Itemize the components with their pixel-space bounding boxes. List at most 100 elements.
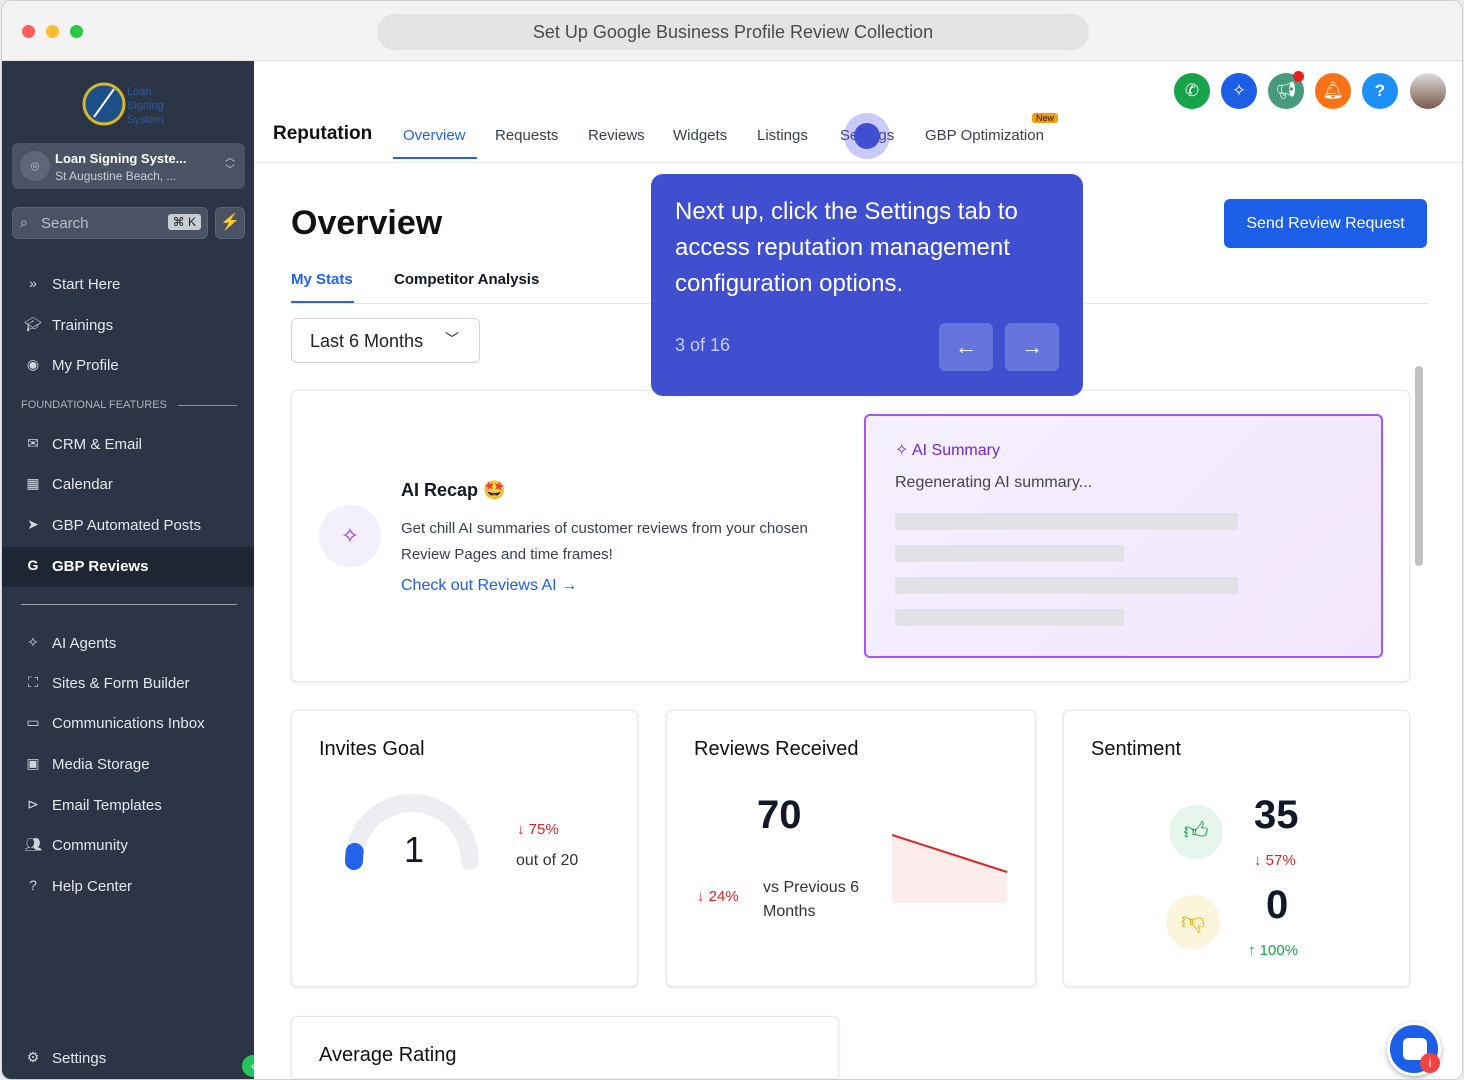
sidebar-item-community[interactable]: 👥︎ Community [2, 826, 254, 866]
app-brand: Reputation [273, 123, 373, 144]
sidebar-item-calendar[interactable]: ▦ Calendar [2, 465, 254, 505]
tour-beacon[interactable] [844, 113, 890, 159]
nav-label: GBP Automated Posts [52, 517, 201, 534]
divider [21, 604, 237, 605]
negative-change: ↑ 100% [1248, 942, 1299, 959]
card-title: Average Rating [319, 1044, 457, 1066]
subtab-competitor-analysis[interactable]: Competitor Analysis [394, 271, 540, 288]
tab-reviews[interactable]: Reviews [588, 127, 645, 144]
tour-message: Next up, click the Settings tab to acces… [675, 198, 1018, 297]
lightning-icon: ⚡ [220, 214, 240, 231]
nav-label: CRM & Email [52, 436, 143, 453]
send-review-request-button[interactable]: Send Review Request [1224, 199, 1427, 248]
svg-text:Signing: Signing [127, 100, 164, 112]
sitemap-icon: ⛶ [28, 674, 38, 690]
sidebar-item-communications-inbox[interactable]: ▭ Communications Inbox [2, 704, 254, 744]
ai-summary-status: Regenerating AI summary... [895, 474, 1093, 491]
bell-icon[interactable]: 🔔︎ [1315, 73, 1351, 109]
skeleton-line [895, 545, 1124, 562]
nav-label: Help Center [52, 878, 133, 895]
user-avatar[interactable] [1410, 73, 1446, 109]
nav-label: Calendar [52, 476, 113, 493]
location-address: St Augustine Beach, ... [55, 169, 177, 183]
tab-gbp-optimization[interactable]: GBP Optimization [925, 127, 1044, 144]
user-circle-icon: ◉ [26, 356, 40, 372]
invites-out-of: out of 20 [516, 852, 579, 869]
minimize-window-button[interactable] [46, 25, 59, 38]
tab-widgets[interactable]: Widgets [673, 127, 728, 144]
thumbs-down-icon: 👎︎ [1166, 895, 1220, 949]
invites-goal-card: Invites Goal 1 ↓ 75% out of 20 [291, 710, 638, 987]
sidebar-item-email-templates[interactable]: ⊳ Email Templates [2, 786, 254, 826]
ai-summary-panel: ✧ AI Summary Regenerating AI summary... [864, 414, 1383, 658]
sidebar-item-crm-email[interactable]: ✉ CRM & Email [2, 425, 254, 465]
scrollbar[interactable] [1415, 366, 1423, 566]
main-content: ✆ ✧ 📢︎ 🔔︎ ? Reputation Overview Requests… [254, 61, 1462, 1079]
info-badge-icon: i [1420, 1053, 1440, 1073]
svg-text:System: System [127, 114, 164, 126]
sidebar-item-help-center[interactable]: ? Help Center [2, 867, 254, 907]
close-window-button[interactable] [22, 25, 35, 38]
reviews-trend-sparkline [892, 834, 1008, 903]
chat-widget-button[interactable]: i [1387, 1022, 1441, 1076]
tab-overview[interactable]: Overview [403, 127, 466, 144]
graduation-cap-icon: 🎓︎ [24, 316, 42, 332]
search-placeholder: Search [41, 215, 89, 232]
sparkles-icon: ✧ [27, 634, 39, 650]
chevron-up-down-icon: ︿ ﹀ [225, 153, 235, 176]
date-range-value: Last 6 Months [310, 331, 424, 351]
quick-actions-button[interactable]: ⚡ [215, 207, 245, 239]
positive-change: ↓ 57% [1254, 852, 1296, 869]
invites-gauge [344, 794, 479, 870]
tour-next-button[interactable]: → [1005, 323, 1059, 371]
search-input[interactable]: ⌕ Search ⌘ K [12, 207, 208, 239]
search-icon: ⌕ [20, 214, 28, 230]
nav-label: Start Here [52, 276, 121, 293]
megaphone-icon[interactable]: 📢︎ [1268, 71, 1304, 109]
envelope-icon: ✉ [27, 435, 39, 451]
tour-previous-button[interactable]: ← [939, 323, 993, 371]
sidebar-item-my-profile[interactable]: ◉ My Profile [2, 346, 254, 386]
location-switcher[interactable]: ⌾ Loan Signing Syste... St Augustine Bea… [12, 143, 245, 189]
sidebar-item-media-storage[interactable]: ▣ Media Storage [2, 745, 254, 785]
top-header: ✆ ✧ 📢︎ 🔔︎ ? Reputation Overview Requests… [254, 61, 1462, 163]
sidebar-item-gbp-automated-posts[interactable]: ➤ GBP Automated Posts [2, 506, 254, 546]
subtab-my-stats[interactable]: My Stats [291, 271, 353, 288]
skeleton-line [895, 609, 1124, 626]
sidebar-item-ai-agents[interactable]: ✧ AI Agents [2, 624, 254, 664]
nav-label: GBP Reviews [52, 558, 149, 575]
users-icon: 👥︎ [24, 836, 42, 852]
skeleton-line [895, 577, 1238, 594]
date-range-dropdown[interactable]: Last 6 Months ﹀ [291, 318, 480, 363]
sidebar-item-settings[interactable]: ⚙ Settings [2, 1039, 254, 1079]
chevrons-right-icon: » [29, 275, 37, 291]
nav-label: Media Storage [52, 756, 150, 773]
chat-icon [1403, 1038, 1427, 1060]
sparkles-icon[interactable]: ✧ [1221, 73, 1257, 109]
help-icon[interactable]: ? [1362, 73, 1398, 109]
reviews-received-card: Reviews Received 70 ↓ 24% vs Previous 6 … [666, 710, 1036, 987]
notification-dot [1293, 71, 1304, 82]
tab-requests[interactable]: Requests [495, 127, 559, 144]
calendar-icon: ▦ [26, 475, 40, 491]
check-out-reviews-ai-link[interactable]: Check out Reviews AI → [401, 577, 578, 594]
sidebar-item-start-here[interactable]: » Start Here [2, 265, 254, 305]
inbox-icon: ▭ [26, 714, 40, 730]
shortcut-badge: ⌘ K [167, 214, 201, 230]
sidebar-item-sites-form-builder[interactable]: ⛶ Sites & Form Builder [2, 664, 254, 704]
sparkles-icon: ✧ [319, 505, 381, 567]
window-title[interactable]: Set Up Google Business Profile Review Co… [377, 14, 1089, 50]
sidebar-item-trainings[interactable]: 🎓︎ Trainings [2, 306, 254, 346]
svg-text:Loan: Loan [127, 86, 151, 98]
tab-listings[interactable]: Listings [757, 127, 808, 144]
maximize-window-button[interactable] [70, 25, 83, 38]
reviews-change: ↓ 24% [697, 888, 739, 905]
active-tab-indicator [393, 157, 477, 159]
phone-icon[interactable]: ✆ [1174, 73, 1210, 109]
location-name: Loan Signing Syste... [55, 151, 187, 166]
sidebar-item-gbp-reviews[interactable]: G GBP Reviews [2, 547, 254, 587]
new-badge: New [1032, 113, 1059, 123]
active-subtab-indicator [291, 301, 354, 303]
company-logo: Loan Signing System [82, 82, 164, 126]
